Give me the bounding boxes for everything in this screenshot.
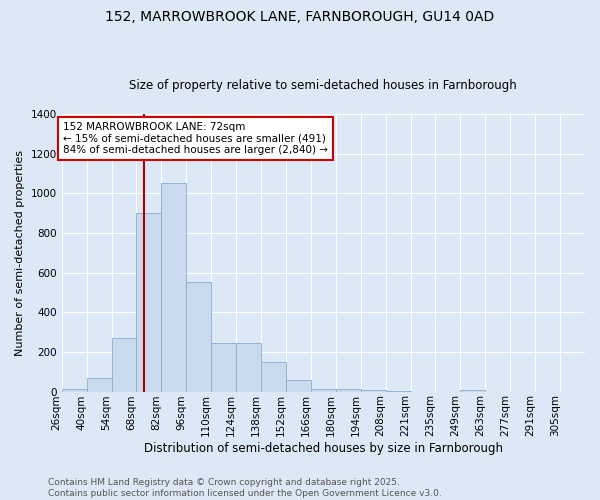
Bar	[261, 362, 286, 392]
Bar	[186, 282, 211, 392]
Bar	[211, 343, 236, 392]
Bar	[460, 390, 485, 392]
Text: 152 MARROWBROOK LANE: 72sqm
← 15% of semi-detached houses are smaller (491)
84% : 152 MARROWBROOK LANE: 72sqm ← 15% of sem…	[63, 122, 328, 155]
Text: Contains HM Land Registry data © Crown copyright and database right 2025.
Contai: Contains HM Land Registry data © Crown c…	[48, 478, 442, 498]
Bar	[386, 390, 410, 392]
Bar	[136, 213, 161, 392]
Bar	[286, 380, 311, 392]
Bar	[311, 389, 336, 392]
Bar	[62, 389, 86, 392]
Text: 152, MARROWBROOK LANE, FARNBOROUGH, GU14 0AD: 152, MARROWBROOK LANE, FARNBOROUGH, GU14…	[106, 10, 494, 24]
Y-axis label: Number of semi-detached properties: Number of semi-detached properties	[15, 150, 25, 356]
Bar	[161, 184, 186, 392]
Bar	[336, 389, 361, 392]
Bar	[112, 338, 136, 392]
Bar	[236, 343, 261, 392]
Title: Size of property relative to semi-detached houses in Farnborough: Size of property relative to semi-detach…	[130, 79, 517, 92]
X-axis label: Distribution of semi-detached houses by size in Farnborough: Distribution of semi-detached houses by …	[144, 442, 503, 455]
Bar	[361, 390, 386, 392]
Bar	[86, 378, 112, 392]
